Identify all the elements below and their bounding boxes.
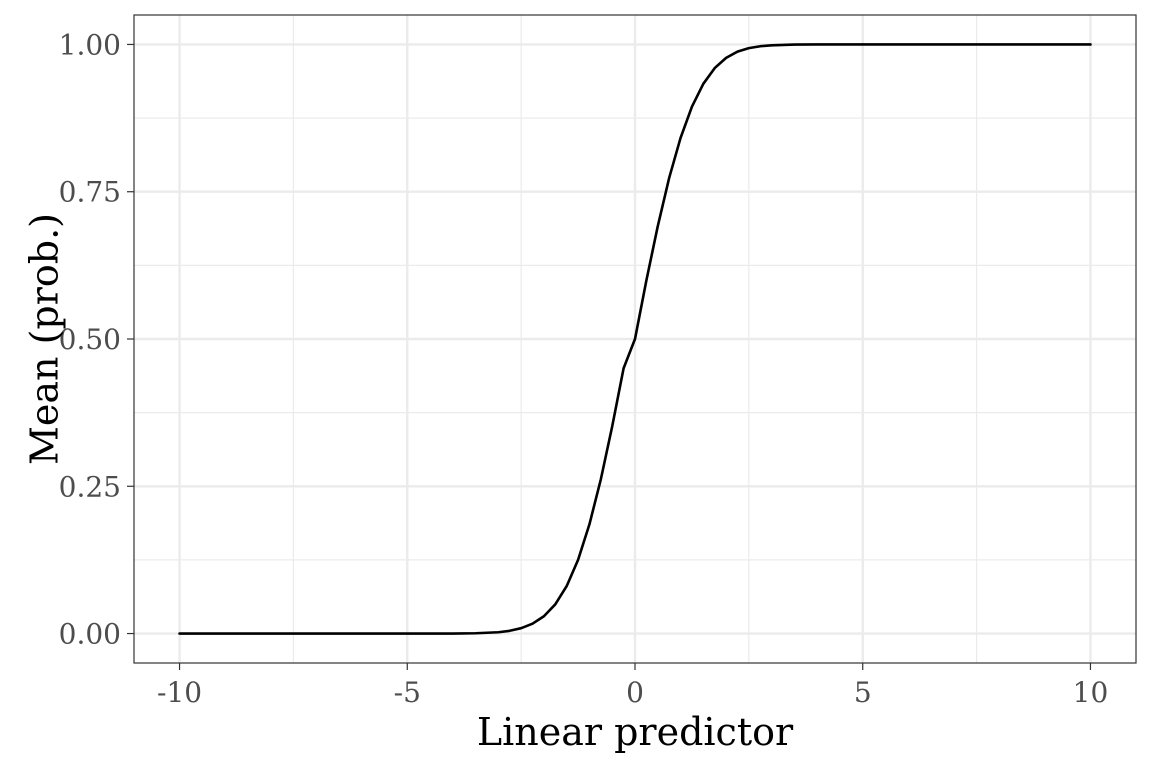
y-tick-label: 0.50 — [59, 323, 121, 356]
x-axis-title: Linear predictor — [477, 710, 794, 754]
x-tick-label: -5 — [394, 676, 421, 709]
y-tick-label: 1.00 — [59, 28, 121, 61]
x-tick-label: -10 — [157, 676, 202, 709]
y-tick-label: 0.00 — [59, 618, 121, 651]
y-tick-label: 0.75 — [59, 176, 121, 209]
series-layer — [178, 43, 1092, 635]
y-tick-label: 0.25 — [59, 470, 121, 503]
x-tick-label: 10 — [1073, 676, 1109, 709]
grid-layer — [134, 15, 1136, 663]
x-tick-label: 5 — [854, 676, 872, 709]
series-line — [178, 43, 1092, 635]
y-axis-title: Mean (prob.) — [22, 213, 66, 465]
x-tick-label: 0 — [626, 676, 644, 709]
tick-layer: -10 -5 0 5 10 0.00 0.25 0.50 0.75 1.00 — [59, 28, 1109, 709]
